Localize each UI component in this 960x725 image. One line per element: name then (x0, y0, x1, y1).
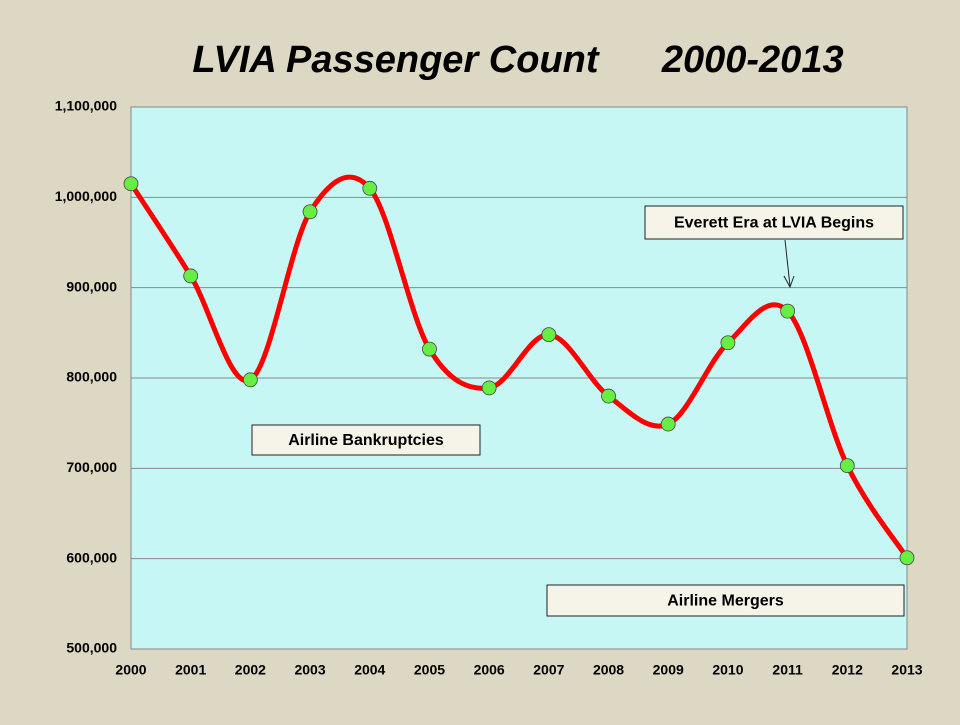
x-tick-label: 2013 (891, 662, 922, 678)
x-tick-label: 2012 (832, 662, 863, 678)
annotation-box (251, 424, 481, 456)
x-tick-label: 2011 (772, 662, 803, 678)
marker (660, 416, 676, 432)
marker (839, 458, 855, 474)
chart-title: LVIA Passenger Count 2000-2013 (192, 39, 843, 81)
x-tick-label: 2005 (414, 662, 445, 678)
marker (302, 204, 318, 220)
marker (601, 388, 616, 404)
x-tick-label: 2000 (115, 662, 146, 678)
marker (123, 176, 139, 192)
y-tick-label: 1,000,000 (55, 188, 117, 204)
marker (242, 372, 258, 388)
annotation-arrowhead (783, 275, 795, 289)
y-tick-label: 600,000 (66, 549, 117, 565)
y-tick-label: 500,000 (66, 640, 117, 656)
y-tick-label: 900,000 (66, 278, 117, 294)
marker (780, 303, 796, 319)
y-tick-label: 1,100,000 (55, 98, 117, 114)
x-tick-label: 2010 (712, 662, 743, 678)
marker (481, 380, 497, 396)
x-tick-label: 2006 (474, 662, 505, 678)
marker (899, 550, 915, 566)
x-tick-label: 2003 (294, 662, 325, 678)
annotation: Airline Bankruptcies (288, 432, 444, 449)
annotation-box (644, 205, 904, 240)
x-tick-label: 2002 (235, 662, 266, 678)
annotation: Everett Era at LVIA Begins (674, 215, 874, 232)
x-tick-label: 2004 (354, 662, 385, 678)
x-tick-label: 2001 (175, 662, 206, 678)
annotation: Airline Mergers (667, 593, 784, 610)
x-tick-label: 2007 (533, 662, 564, 678)
marker (362, 180, 378, 196)
y-tick-label: 700,000 (66, 459, 117, 475)
marker (720, 335, 736, 351)
x-tick-label: 2008 (593, 662, 624, 678)
marker (422, 341, 437, 357)
x-tick-label: 2009 (653, 662, 684, 678)
marker (541, 327, 557, 343)
y-tick-label: 800,000 (66, 369, 117, 385)
annotation-box (546, 584, 905, 617)
marker (183, 268, 199, 284)
annotation-arrow (784, 239, 791, 287)
